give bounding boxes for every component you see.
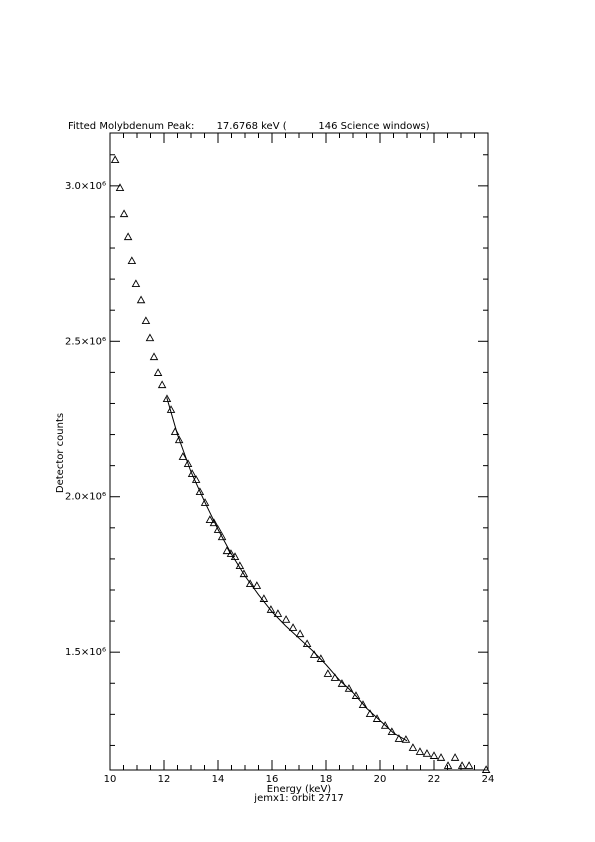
data-point [380,721,390,729]
data-point [209,518,219,527]
x-tick-label: 12 [158,774,171,785]
data-point [195,487,205,496]
data-point [226,549,236,557]
y-axis-label: Detector counts [55,413,66,493]
data-point [281,615,291,623]
data-point [344,684,354,692]
x-axis-label: Energy (keV) [267,784,332,795]
data-point [174,435,184,444]
data-point [273,609,283,617]
y-tick-label: 3.0×10⁶ [65,181,106,192]
data-point [183,459,193,468]
data-point [387,727,397,736]
data-point [127,256,137,265]
x-tick-label: 10 [104,774,117,785]
x-tick-label: 24 [482,774,495,785]
data-point [415,747,425,755]
y-tick-label: 1.5×10⁶ [65,647,106,658]
fit-line [166,397,408,742]
data-point [351,691,361,699]
data-point [394,734,404,742]
y-tick-label: 2.5×10⁶ [65,336,106,347]
data-point [443,761,453,769]
data-point [222,546,232,555]
data-point [457,761,467,769]
data-point [153,368,163,376]
data-point [337,679,347,687]
data-point [162,394,172,403]
data-point [119,209,129,218]
data-point [131,279,141,288]
data-point [429,751,439,759]
data-point [323,669,333,677]
x-tick-label: 20 [374,774,387,785]
data-point [187,469,197,477]
data-point [436,753,446,761]
data-point [115,183,125,191]
data-point [481,765,491,773]
chart-title: Fitted Molybdenum Peak: 17.6768 keV ( 14… [68,121,430,132]
data-point [178,452,188,460]
data-point [217,532,227,541]
data-point [245,579,255,588]
data-point [145,333,155,342]
data-point [464,761,474,769]
data-point [149,352,159,361]
data-point [450,753,460,761]
data-point [136,295,146,304]
data-point [110,155,120,163]
data-point [408,743,418,751]
data-point [213,525,223,533]
subtitle: jemx1: orbit 2717 [253,793,343,804]
x-tick-label: 22 [428,774,441,785]
data-point [252,581,262,589]
data-point [205,515,215,523]
data-point [316,654,326,662]
x-tick-label: 18 [320,774,333,785]
data-point [141,316,151,325]
data-point [157,380,167,389]
x-tick-label: 14 [212,774,225,785]
x-tick-label: 16 [266,774,279,785]
data-point [239,569,249,578]
data-point [200,498,210,506]
data-point [266,605,276,613]
y-tick-label: 2.0×10⁶ [65,492,106,503]
data-point [288,623,298,631]
data-point [422,749,432,757]
data-point [123,232,133,241]
data-point [358,700,368,708]
data-point [372,714,382,722]
data-point [295,629,305,638]
